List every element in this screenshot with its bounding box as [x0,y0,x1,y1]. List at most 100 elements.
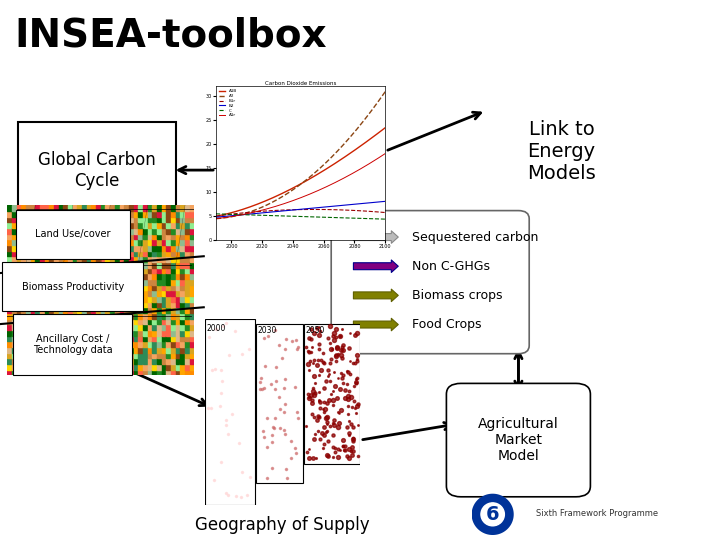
Bar [176,296,181,301]
Bar [110,217,115,222]
Bar [35,222,40,228]
Bar [63,353,68,359]
Bar [26,239,30,245]
Bar [171,313,176,319]
Bar [148,262,153,267]
Bar [45,285,50,291]
Bar [171,262,176,267]
Bar [78,285,82,291]
Bar [45,319,50,324]
Bar [7,239,12,245]
Bar [166,205,171,211]
Bar [50,222,54,228]
Bar [171,296,176,301]
Bar [110,341,115,347]
Bar [91,245,96,251]
Bar [110,239,115,245]
Bar [101,267,106,273]
Bar [35,296,40,301]
Bar [78,341,82,347]
Bar [176,330,181,335]
Bar [22,307,26,313]
Bar [63,324,68,330]
Bar [153,233,157,239]
Bar [54,217,59,222]
Bar [78,217,82,222]
Bar [54,291,59,296]
Bar [157,341,162,347]
Bar [138,324,143,330]
Bar [63,347,68,353]
Bar [157,245,162,251]
Bar [68,353,73,359]
Bar [134,217,138,222]
A2 [257,204,266,211]
Bar [143,364,148,370]
Bar [50,285,54,291]
Bar [12,335,17,341]
Bar [40,245,45,251]
Bar [185,256,190,262]
Bar [101,273,106,279]
Bar [134,324,138,330]
Bar [50,245,54,251]
Bar [190,267,194,273]
Bar [115,319,120,324]
Bar [73,359,78,364]
Bar [157,307,162,313]
Bar [166,324,171,330]
Bar [78,273,82,279]
Bar [26,307,30,313]
Bar [125,341,129,347]
Bar [82,285,87,291]
Bar [101,256,106,262]
Bar [120,291,125,296]
Bar [54,353,59,359]
Bar [7,251,12,256]
Bar [87,267,91,273]
Bar [101,251,106,256]
Bar [26,291,30,296]
Bar [157,251,162,256]
Bar [91,239,96,245]
Bar [30,233,35,239]
Bar [134,291,138,296]
Bar [148,330,153,335]
Bar [143,313,148,319]
Bar [7,359,12,364]
Bar [185,359,190,364]
Bar [106,341,110,347]
Bar [161,239,166,245]
Bar [157,233,162,239]
Bar [12,296,17,301]
Bar [50,313,54,319]
Bar [129,256,134,262]
Bar [54,273,59,279]
Bar [54,319,59,324]
Bar [45,313,50,319]
Bar [96,347,101,353]
Bar [17,370,22,375]
Bar [110,359,115,364]
Bar [7,296,12,301]
Bar [12,307,17,313]
Bar [161,296,166,301]
Bar [134,370,138,375]
Bar [134,364,138,370]
Bar [59,222,63,228]
Bar [129,267,134,273]
Bar [125,335,129,341]
Bar [68,319,73,324]
Bar [161,301,166,307]
Bar [153,364,157,370]
Bar [190,222,194,228]
Bar [157,335,162,341]
Bar [138,347,143,353]
Bar [59,273,63,279]
Text: 2030: 2030 [258,326,277,335]
Bar [35,205,40,211]
Bar [26,301,30,307]
Bar [125,267,129,273]
Bar [63,307,68,313]
Bar [181,262,185,267]
